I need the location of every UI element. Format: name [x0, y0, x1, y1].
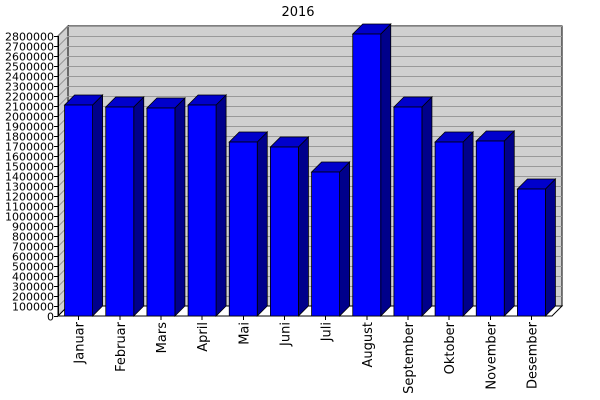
bar-front: [393, 106, 423, 317]
bar-side: [421, 96, 433, 317]
y-tick-label: 1100000: [5, 201, 54, 214]
x-tick-label: Juni: [278, 322, 293, 347]
bar-front: [146, 107, 176, 317]
bar-front: [352, 33, 382, 317]
bar-side: [462, 131, 474, 317]
y-tick-label: 200000: [12, 291, 54, 304]
y-tick-label: 600000: [12, 251, 54, 264]
grid-line-side: [57, 66, 69, 77]
y-tick-label: 1900000: [5, 121, 54, 134]
x-tick-label: Januar: [73, 321, 88, 364]
y-tick-label: 1700000: [5, 141, 54, 154]
bar: [351, 23, 392, 317]
y-tick-label: 100000: [12, 301, 54, 314]
y-axis-ticks: 0100000200000300000400000500000600000700…: [5, 31, 59, 324]
y-tick-label: 1400000: [5, 171, 54, 184]
bar: [104, 96, 145, 317]
y-tick-label: 1500000: [5, 161, 54, 174]
bar-side: [545, 178, 556, 317]
bar-front: [311, 171, 340, 317]
y-tick-label: 2800000: [5, 31, 54, 44]
x-axis-labels: Januar Februar Mars April Mai Juni Juli August S…: [73, 316, 540, 394]
x-tick-label: Mai: [237, 322, 252, 345]
bar-side: [215, 94, 227, 317]
grid-line-side: [57, 96, 69, 107]
y-tick-label: 0: [47, 311, 54, 324]
y-tick-label: 2100000: [5, 101, 54, 114]
grid-line-side: [57, 46, 69, 57]
y-tick-label: 2000000: [5, 111, 54, 124]
bar: [269, 136, 310, 317]
x-tick-label: August: [361, 322, 376, 368]
y-tick-label: 700000: [12, 241, 54, 254]
y-tick-label: 500000: [12, 261, 54, 274]
bar-side: [133, 96, 145, 317]
y-tick-label: 1600000: [5, 151, 54, 164]
y-tick-label: 400000: [12, 271, 54, 284]
y-tick-label: 800000: [12, 231, 54, 244]
y-tick-label: 2300000: [5, 81, 54, 94]
y-tick-label: 2400000: [5, 71, 54, 84]
chart-title: 2016: [281, 5, 314, 20]
x-tick-label: September: [402, 321, 417, 394]
x-tick-label: November: [484, 321, 499, 389]
bar-side: [174, 97, 186, 317]
bar: [516, 178, 557, 317]
bar: [63, 94, 104, 317]
bar-front: [517, 188, 546, 317]
grid-line-side: [57, 86, 69, 97]
grid-line-side: [57, 76, 69, 87]
y-tick-label: 2700000: [5, 41, 54, 54]
x-tick-label: Juli: [320, 322, 335, 342]
y-tick-label: 1300000: [5, 181, 54, 194]
bar-front: [228, 141, 258, 317]
bar: [228, 131, 269, 317]
x-tick-label: Desember: [525, 321, 540, 389]
bar-front: [475, 140, 505, 317]
grid-line-side: [57, 26, 69, 37]
bar: [434, 131, 475, 317]
bar-side: [339, 161, 350, 317]
y-tick-label: 900000: [12, 221, 54, 234]
bar-front: [270, 146, 299, 317]
bars: [63, 23, 557, 317]
bar-front: [187, 104, 217, 317]
y-tick-label: 2200000: [5, 91, 54, 104]
x-tick-label: April: [196, 322, 211, 352]
y-tick-label: 300000: [12, 281, 54, 294]
grid-line-side: [57, 36, 69, 47]
bar: [392, 96, 433, 317]
bar-front: [64, 104, 93, 317]
bar-side: [92, 94, 103, 317]
x-tick-label: Februar: [114, 321, 129, 372]
y-tick-label: 1800000: [5, 131, 54, 144]
bar-front: [105, 106, 135, 317]
bar-side: [256, 131, 268, 317]
grid-line-side: [57, 56, 69, 67]
y-tick-label: 1200000: [5, 191, 54, 204]
y-tick-label: 2600000: [5, 51, 54, 64]
y-tick-label: 1000000: [5, 211, 54, 224]
bar: [475, 130, 516, 317]
bar-side: [503, 130, 515, 317]
bar: [145, 97, 186, 317]
bar-side: [380, 23, 392, 317]
bar: [187, 94, 228, 317]
x-tick-label: Mars: [155, 322, 170, 354]
bar: [310, 161, 351, 317]
bar-front: [434, 141, 464, 317]
x-tick-label: Oktober: [443, 321, 458, 374]
bar-side: [298, 136, 309, 317]
y-tick-label: 2500000: [5, 61, 54, 74]
